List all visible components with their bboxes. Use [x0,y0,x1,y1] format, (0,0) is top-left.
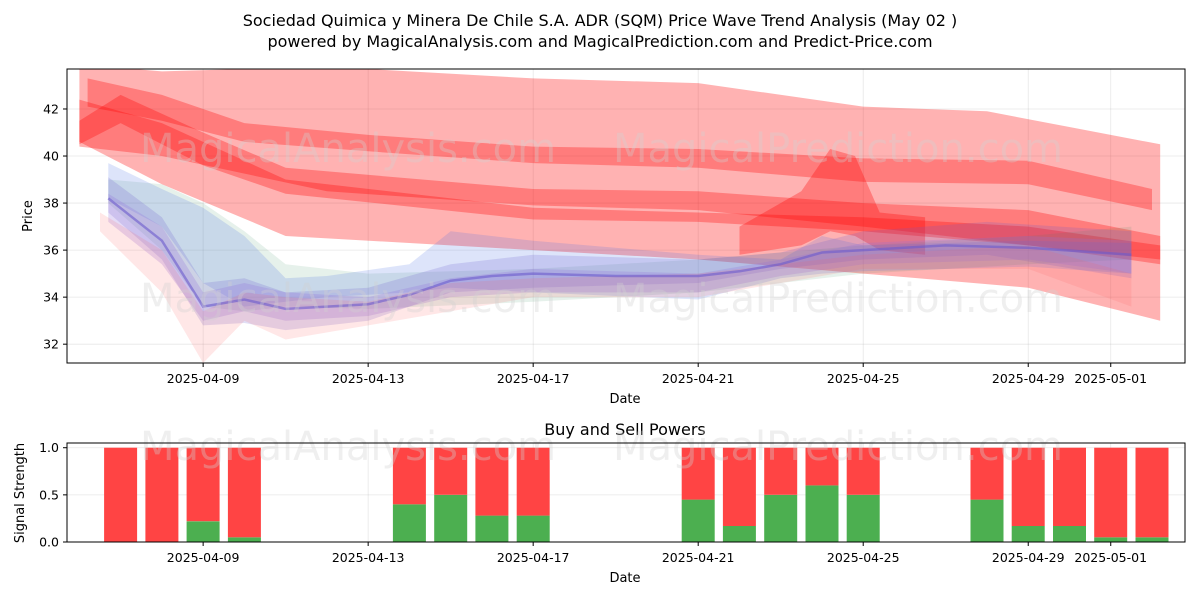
buy-bar [516,515,550,542]
buy-bar [970,499,1004,542]
sell-bar [186,447,220,522]
watermark-analysis-top: MagicalAnalysis.com [140,126,556,172]
band-purple-band [108,193,1132,321]
buy-bar [1053,526,1086,542]
band-red-bump [739,149,926,255]
band-red-wide-upper [79,69,1161,265]
sell-bar [145,447,179,542]
signal-x-tick-label: 2025-04-09 [167,550,240,565]
price-y-tick-label: 38 [43,196,59,211]
sell-bar [434,447,468,495]
sell-bar [722,447,756,526]
figure-title-line2: powered by MagicalAnalysis.com and Magic… [267,32,932,51]
signal-y-tick-label: 0.0 [39,535,59,550]
band-red-wide-lower [79,99,1161,321]
sell-bar [1094,447,1128,538]
price-y-tick-label: 36 [43,243,59,258]
sell-bar [846,447,880,495]
price-y-tick-label: 34 [43,290,59,305]
price-grid [67,69,1185,363]
sell-bar [475,447,509,516]
sell-bar [1011,447,1045,526]
watermark-prediction-top: MagicalPrediction.com [613,126,1063,172]
price-x-tick-label: 2025-04-29 [992,371,1065,386]
buy-bar [846,494,880,542]
signal-bars [104,447,1169,542]
signal-bar-plot: Buy and Sell Powers MagicalAnalysis.com … [13,420,1186,586]
watermark-prediction-bottom: MagicalPrediction.com [613,424,1063,470]
buy-bar [392,504,426,542]
price-wave-plot: MagicalAnalysis.com MagicalPrediction.co… [21,68,1186,407]
band-blue-band-1 [108,163,1132,307]
buy-bar [227,537,261,542]
sell-bar [104,447,138,542]
price-y-tick-label: 42 [43,101,59,116]
buy-bar [681,499,715,542]
price-plot-frame [66,68,1186,364]
signal-y-ticks: 0.0 0.5 1.0 [39,440,67,550]
buy-bar [434,494,468,542]
signal-x-ticks: 2025-04-09 2025-04-13 2025-04-17 2025-04-21… [167,542,1147,565]
buy-bar [805,485,839,542]
signal-y-axis-label: Signal Strength [13,443,28,543]
signal-x-tick-label: 2025-04-29 [992,550,1065,565]
price-x-tick-label: 2025-04-13 [332,371,405,386]
band-blue-band-2 [108,177,1132,331]
sell-bar [392,447,426,505]
price-y-axis-label: Price [21,200,36,232]
signal-y-tick-label: 1.0 [39,440,59,455]
watermark-analysis-bottom: MagicalAnalysis.com [140,424,556,470]
price-x-tick-label: 2025-04-09 [167,371,240,386]
signal-x-tick-label: 2025-04-21 [662,550,735,565]
price-x-tick-label: 2025-04-21 [662,371,735,386]
line-purple-price-line [107,197,1132,311]
price-x-tick-label: 2025-04-25 [827,371,900,386]
signal-x-tick-label: 2025-04-17 [497,550,570,565]
watermark-analysis-mid: MagicalAnalysis.com [140,276,556,322]
signal-y-tick-label: 0.5 [39,487,59,502]
price-x-tick-label: 2025-04-17 [497,371,570,386]
sell-bar [227,447,261,538]
band-pink-band [100,212,1132,363]
sell-bar [516,447,550,516]
signal-chart-title: Buy and Sell Powers [544,420,706,439]
sell-bar [970,447,1004,500]
sell-bar [764,447,798,495]
price-x-tick-label: 2025-05-01 [1074,371,1147,386]
signal-x-tick-label: 2025-04-13 [332,550,405,565]
band-green-band [108,179,1132,312]
signal-plot-frame [66,442,1186,543]
sell-bar [805,447,839,486]
price-y-ticks: 32 34 36 38 40 42 [43,101,67,352]
price-lines [107,197,1132,311]
watermark-prediction-mid: MagicalPrediction.com [613,276,1063,322]
signal-x-tick-label: 2025-04-25 [827,550,900,565]
sell-bar [1135,447,1169,538]
buy-bar [1135,537,1169,542]
buy-bar [475,515,509,542]
signal-x-tick-label: 2025-05-01 [1074,550,1147,565]
price-x-ticks: 2025-04-09 2025-04-13 2025-04-17 2025-04-21… [167,363,1147,386]
band-red-mid [87,78,1153,211]
price-y-tick-label: 32 [43,337,59,352]
price-y-tick-label: 40 [43,149,59,164]
buy-bar [764,494,798,542]
sell-bar [681,447,715,500]
buy-bar [722,526,756,542]
buy-bar [186,521,220,542]
price-bands [79,69,1161,363]
sell-bar [1053,447,1086,526]
buy-bar [1011,526,1045,542]
figure-title-line1: Sociedad Quimica y Minera De Chile S.A. … [243,11,958,30]
signal-x-axis-label: Date [609,571,640,586]
price-x-axis-label: Date [609,392,640,407]
band-red-core [79,94,1161,260]
buy-bar [1094,537,1128,542]
